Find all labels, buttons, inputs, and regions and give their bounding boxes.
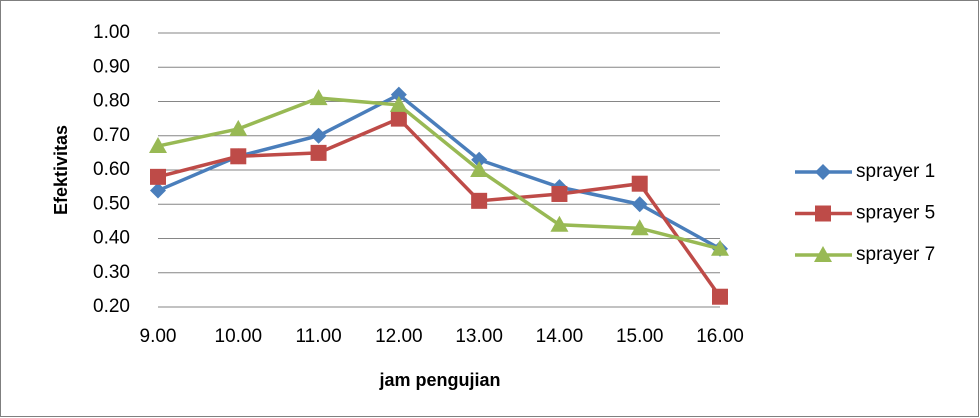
x-tick-label: 12.00: [375, 326, 423, 347]
y-tick-label: 0.20: [93, 296, 130, 317]
marker: [630, 219, 649, 236]
series-line: [157, 116, 722, 298]
marker: [390, 86, 407, 103]
marker: [550, 215, 569, 232]
legend-label: sprayer 1: [856, 161, 935, 182]
x-tick-label: 10.00: [215, 326, 263, 347]
marker: [150, 182, 166, 199]
y-axis-label: Efektivitas: [51, 125, 71, 215]
marker: [470, 161, 489, 177]
marker: [471, 151, 488, 168]
x-tick-label: 13.00: [455, 326, 503, 347]
marker: [471, 192, 488, 209]
y-tick-label: 0.40: [93, 228, 130, 249]
y-tick-label: 1.00: [93, 22, 130, 43]
marker: [230, 148, 247, 165]
marker: [712, 288, 728, 305]
x-tick-label: 11.00: [296, 326, 342, 347]
series-line: [157, 92, 721, 251]
y-tick-label: 0.60: [93, 159, 130, 180]
marker: [631, 196, 648, 213]
series-line: [157, 96, 721, 251]
x-tick-label: 16.00: [696, 326, 744, 347]
marker: [631, 175, 648, 192]
marker: [711, 239, 729, 256]
legend-marker: [815, 205, 831, 222]
x-axis-label: jam pengujian: [378, 370, 500, 390]
marker: [389, 95, 408, 112]
marker: [310, 144, 327, 161]
legend-label: sprayer 5: [856, 203, 935, 224]
marker: [390, 110, 407, 127]
marker: [229, 119, 248, 136]
x-tick-label: 14.00: [536, 326, 584, 347]
y-tick-label: 0.50: [93, 193, 130, 214]
marker: [310, 127, 327, 144]
x-tick-label: 15.00: [616, 326, 664, 347]
y-tick-label: 0.80: [93, 91, 130, 112]
legend-label: sprayer 7: [856, 244, 935, 265]
legend-marker: [815, 164, 831, 180]
marker: [309, 89, 328, 106]
marker: [149, 137, 167, 154]
x-tick-label: 9.00: [140, 326, 177, 347]
legend-marker: [814, 246, 832, 262]
y-tick-label: 0.30: [93, 262, 130, 283]
y-tick-label: 0.70: [93, 125, 130, 146]
marker: [551, 185, 568, 202]
y-tick-label: 0.90: [93, 56, 130, 77]
marker: [150, 168, 166, 185]
